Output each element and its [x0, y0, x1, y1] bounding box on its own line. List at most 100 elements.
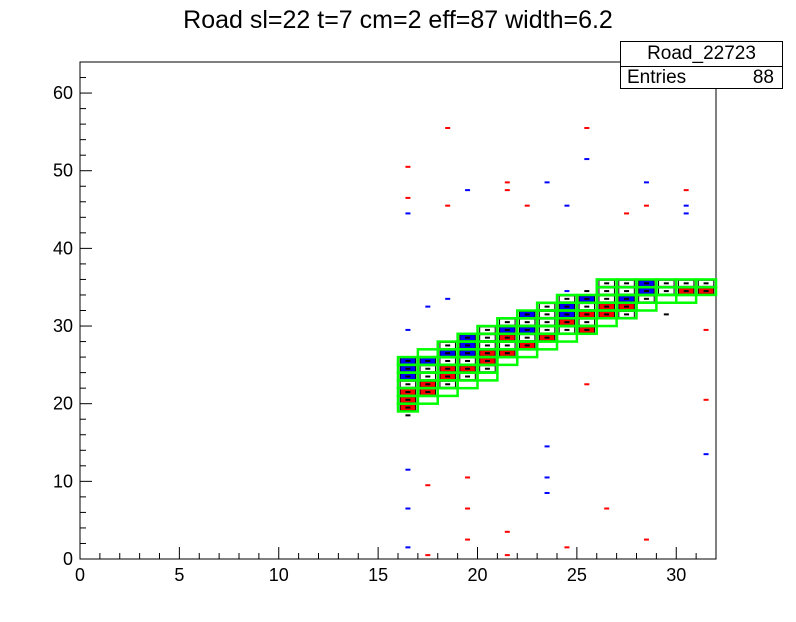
- cell-marker: [544, 336, 550, 339]
- cell-marker: [465, 367, 471, 370]
- hit-dash: [643, 181, 649, 184]
- cell-marker: [544, 313, 550, 316]
- cell-marker: [425, 359, 431, 362]
- hit-dash: [703, 398, 709, 401]
- chart-title: Road sl=22 t=7 cm=2 eff=87 width=6.2: [183, 6, 613, 34]
- hit-dash: [445, 127, 451, 130]
- cell-marker: [524, 328, 530, 331]
- y-tick-label: 50: [53, 161, 73, 181]
- y-axis: 0 10 20 30 40 50 60: [53, 61, 92, 569]
- hit-dash: [703, 453, 709, 456]
- stats-name: Road_22723: [621, 42, 782, 67]
- hit-dash: [584, 127, 590, 130]
- cell-marker: [484, 344, 490, 347]
- y-tick-label: 60: [53, 83, 73, 103]
- cell-marker: [564, 297, 570, 300]
- cell-marker: [465, 352, 471, 355]
- hit-dash: [584, 290, 590, 293]
- hit-dash: [405, 212, 411, 215]
- hit-dash: [405, 165, 411, 168]
- hit-dash: [544, 181, 550, 184]
- cell-marker: [703, 290, 709, 293]
- road-boxes: [396, 278, 718, 413]
- hit-dash: [604, 507, 610, 510]
- cell-marker: [465, 336, 471, 339]
- road-box: [694, 278, 718, 289]
- hit-dash: [504, 530, 510, 533]
- cell-marker: [624, 282, 630, 285]
- stats-entries-value: 88: [752, 67, 774, 88]
- cell-marker: [445, 375, 451, 378]
- hit-dash: [504, 554, 510, 557]
- cell-marker: [524, 344, 530, 347]
- cell-marker: [465, 359, 471, 362]
- y-tick-label: 0: [63, 549, 73, 569]
- y-tick-label: 30: [53, 316, 73, 336]
- cell-marker: [504, 336, 510, 339]
- x-tick-label: 30: [666, 565, 686, 585]
- cell-marker: [544, 321, 550, 324]
- cell-marker: [624, 297, 630, 300]
- hit-dash: [445, 297, 451, 300]
- cell-marker: [425, 375, 431, 378]
- cell-marker: [445, 344, 451, 347]
- cell-marker: [445, 383, 451, 386]
- cell-marker: [604, 305, 610, 308]
- hit-dash: [703, 328, 709, 331]
- cell-marker: [445, 367, 451, 370]
- hit-dash: [683, 212, 689, 215]
- cell-marker: [405, 391, 411, 394]
- y-tick-label: 10: [53, 471, 73, 491]
- cell-marker: [484, 367, 490, 370]
- stats-entries-label: Entries: [627, 67, 687, 88]
- hit-dash: [405, 507, 411, 510]
- hit-dash: [425, 484, 431, 487]
- cell-marker: [624, 305, 630, 308]
- hit-dash: [504, 189, 510, 192]
- cell-marker: [405, 406, 411, 409]
- cell-marker: [564, 313, 570, 316]
- cell-marker: [643, 290, 649, 293]
- y-tick-label: 20: [53, 394, 73, 414]
- cell-marker: [465, 344, 471, 347]
- hit-dash: [564, 546, 570, 549]
- hit-dash: [683, 189, 689, 192]
- stats-entries-row: Entries 88: [621, 67, 782, 89]
- hit-dash: [405, 196, 411, 199]
- cell-marker: [604, 313, 610, 316]
- cell-marker: [663, 290, 669, 293]
- hit-dash: [405, 328, 411, 331]
- cell-marker: [405, 383, 411, 386]
- cell-marker: [524, 313, 530, 316]
- cell-marker: [624, 290, 630, 293]
- x-tick-label: 0: [75, 565, 85, 585]
- cell-marker: [584, 305, 590, 308]
- x-tick-label: 10: [269, 565, 289, 585]
- cell-marker: [405, 375, 411, 378]
- cell-marker: [504, 328, 510, 331]
- cell-marker: [445, 359, 451, 362]
- cell-marker: [643, 282, 649, 285]
- cell-marker: [544, 328, 550, 331]
- x-tick-label: 5: [174, 565, 184, 585]
- cell-marker: [405, 398, 411, 401]
- cell-marker: [524, 336, 530, 339]
- hit-dash: [564, 290, 570, 293]
- hit-dash: [465, 538, 471, 541]
- cell-marker: [524, 321, 530, 324]
- cell-marker: [445, 352, 451, 355]
- cell-marker: [703, 282, 709, 285]
- cell-marker: [405, 367, 411, 370]
- hit-dash: [405, 546, 411, 549]
- cell-marker: [604, 290, 610, 293]
- cell-marker: [604, 282, 610, 285]
- hit-dash: [683, 204, 689, 207]
- hit-dash: [564, 204, 570, 207]
- cell-marker: [504, 352, 510, 355]
- hit-dash: [405, 468, 411, 471]
- cell-marker: [544, 305, 550, 308]
- hit-dash: [425, 554, 431, 557]
- x-axis: 0 5 10 15 20 25 30: [75, 547, 717, 585]
- cell-marker: [484, 352, 490, 355]
